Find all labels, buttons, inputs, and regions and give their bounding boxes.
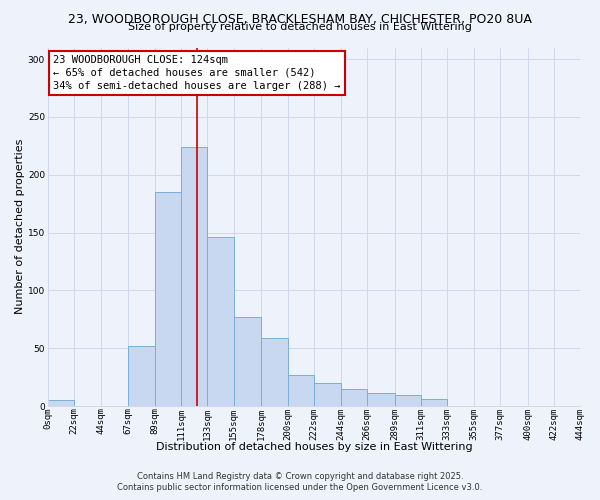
Bar — [234, 317, 262, 406]
Bar — [314, 383, 341, 406]
X-axis label: Distribution of detached houses by size in East Wittering: Distribution of detached houses by size … — [156, 442, 472, 452]
Bar — [341, 388, 367, 406]
Bar — [155, 192, 181, 406]
Bar — [208, 237, 234, 406]
Bar — [395, 394, 421, 406]
Text: Contains HM Land Registry data © Crown copyright and database right 2025.
Contai: Contains HM Land Registry data © Crown c… — [118, 472, 482, 492]
Bar — [367, 394, 395, 406]
Bar — [262, 338, 288, 406]
Text: Size of property relative to detached houses in East Wittering: Size of property relative to detached ho… — [128, 22, 472, 32]
Bar — [128, 346, 155, 406]
Y-axis label: Number of detached properties: Number of detached properties — [15, 139, 25, 314]
Bar — [181, 147, 208, 406]
Text: 23 WOODBOROUGH CLOSE: 124sqm
← 65% of detached houses are smaller (542)
34% of s: 23 WOODBOROUGH CLOSE: 124sqm ← 65% of de… — [53, 54, 341, 91]
Bar — [288, 375, 314, 406]
Bar — [421, 399, 448, 406]
Bar — [48, 400, 74, 406]
Text: 23, WOODBOROUGH CLOSE, BRACKLESHAM BAY, CHICHESTER, PO20 8UA: 23, WOODBOROUGH CLOSE, BRACKLESHAM BAY, … — [68, 12, 532, 26]
